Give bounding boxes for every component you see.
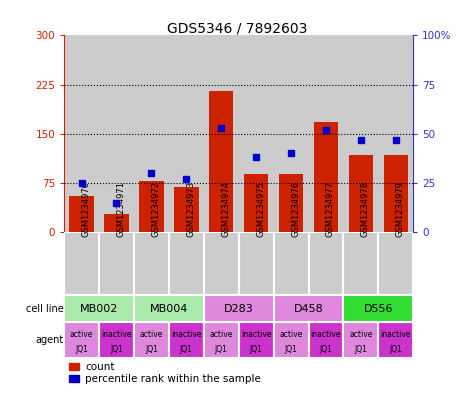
Bar — [134, 232, 169, 295]
Text: active: active — [279, 330, 303, 339]
Bar — [64, 295, 134, 322]
Bar — [244, 174, 268, 232]
Bar — [64, 232, 99, 295]
Text: agent: agent — [35, 335, 64, 345]
Bar — [204, 322, 238, 358]
Bar — [274, 232, 309, 295]
Text: active: active — [140, 330, 163, 339]
Text: GSM1234971: GSM1234971 — [116, 181, 125, 237]
Text: GSM1234976: GSM1234976 — [291, 181, 300, 237]
Text: inactive: inactive — [241, 330, 271, 339]
Text: active: active — [349, 330, 372, 339]
Bar — [134, 35, 169, 232]
Bar — [238, 232, 274, 295]
Bar — [169, 322, 204, 358]
Text: MB004: MB004 — [150, 303, 188, 314]
Text: JQ1: JQ1 — [145, 345, 158, 354]
Bar — [379, 232, 413, 295]
Text: GSM1234972: GSM1234972 — [152, 181, 161, 237]
Bar — [104, 214, 129, 232]
Bar — [99, 232, 134, 295]
Text: percentile rank within the sample: percentile rank within the sample — [85, 374, 261, 384]
Bar — [69, 196, 94, 232]
Bar — [349, 155, 373, 232]
Bar — [314, 122, 338, 232]
Text: JQ1: JQ1 — [285, 345, 297, 354]
Bar — [204, 35, 238, 232]
Text: inactive: inactive — [171, 330, 201, 339]
Bar — [343, 232, 379, 295]
Text: JQ1: JQ1 — [180, 345, 193, 354]
Text: D283: D283 — [224, 303, 254, 314]
Bar — [384, 155, 408, 232]
Bar — [99, 35, 134, 232]
Bar — [169, 232, 204, 295]
Bar — [134, 295, 204, 322]
Text: JQ1: JQ1 — [390, 345, 402, 354]
Text: cell line: cell line — [26, 303, 64, 314]
Bar — [309, 35, 343, 232]
Text: JQ1: JQ1 — [354, 345, 367, 354]
Text: inactive: inactive — [380, 330, 411, 339]
Bar — [343, 35, 379, 232]
Bar — [69, 375, 79, 382]
Bar — [309, 232, 343, 295]
Text: GSM1234970: GSM1234970 — [82, 181, 91, 237]
Bar — [69, 363, 79, 371]
Bar — [379, 35, 413, 232]
Bar — [139, 181, 163, 232]
Bar — [274, 35, 309, 232]
Bar — [174, 187, 199, 232]
Text: GDS5346 / 7892603: GDS5346 / 7892603 — [167, 22, 308, 36]
Bar — [379, 322, 413, 358]
Text: JQ1: JQ1 — [250, 345, 263, 354]
Bar — [309, 322, 343, 358]
Text: JQ1: JQ1 — [75, 345, 88, 354]
Text: active: active — [209, 330, 233, 339]
Bar — [99, 322, 134, 358]
Text: GSM1234978: GSM1234978 — [361, 181, 370, 237]
Bar — [204, 232, 238, 295]
Bar — [343, 295, 413, 322]
Text: count: count — [85, 362, 114, 372]
Bar — [204, 295, 274, 322]
Bar — [64, 35, 99, 232]
Text: GSM1234979: GSM1234979 — [396, 181, 405, 237]
Text: JQ1: JQ1 — [110, 345, 123, 354]
Text: active: active — [70, 330, 93, 339]
Text: D458: D458 — [294, 303, 323, 314]
Text: GSM1234977: GSM1234977 — [326, 181, 335, 237]
Bar — [209, 91, 233, 232]
Bar — [134, 322, 169, 358]
Text: JQ1: JQ1 — [320, 345, 332, 354]
Bar — [238, 322, 274, 358]
Bar — [274, 295, 343, 322]
Bar — [64, 322, 99, 358]
Text: D556: D556 — [363, 303, 393, 314]
Text: GSM1234973: GSM1234973 — [186, 181, 195, 237]
Bar — [238, 35, 274, 232]
Text: GSM1234974: GSM1234974 — [221, 181, 230, 237]
Text: MB002: MB002 — [80, 303, 118, 314]
Bar — [169, 35, 204, 232]
Text: JQ1: JQ1 — [215, 345, 228, 354]
Text: inactive: inactive — [311, 330, 341, 339]
Text: inactive: inactive — [101, 330, 132, 339]
Text: GSM1234975: GSM1234975 — [256, 181, 265, 237]
Bar — [279, 174, 303, 232]
Bar — [343, 322, 379, 358]
Bar — [274, 322, 309, 358]
